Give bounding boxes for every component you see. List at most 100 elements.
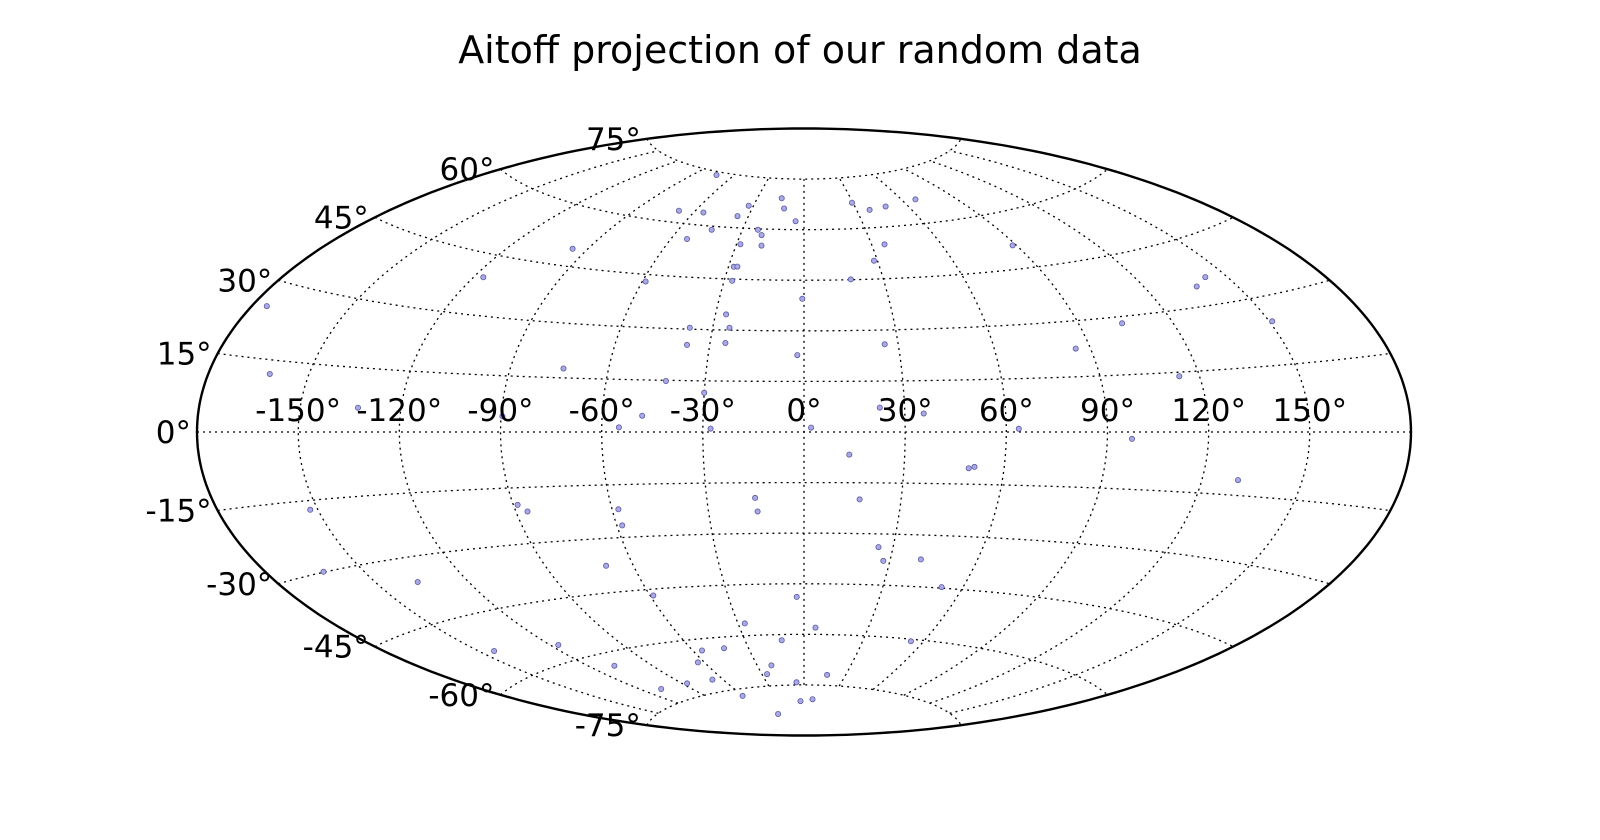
data-point <box>881 341 888 348</box>
parallel-line <box>278 532 1330 585</box>
parallel-line <box>646 684 962 726</box>
data-point <box>708 226 715 233</box>
parallel-line <box>646 138 962 180</box>
data-point <box>650 592 657 599</box>
data-point <box>793 679 800 686</box>
lon-tick-label: -150° <box>255 393 341 429</box>
data-point <box>907 638 914 645</box>
data-point <box>686 324 693 331</box>
data-point <box>555 642 562 649</box>
lon-tick-label: 120° <box>1171 393 1246 429</box>
data-point <box>768 662 775 669</box>
lat-tick-label: 60° <box>440 152 495 188</box>
scatter-points <box>263 171 1276 718</box>
data-point <box>917 556 924 563</box>
data-point <box>793 593 800 600</box>
data-point <box>524 508 531 515</box>
data-point <box>726 324 733 331</box>
data-point <box>307 506 314 513</box>
graticule <box>197 138 1411 726</box>
data-point <box>734 213 741 220</box>
data-point <box>560 365 567 372</box>
data-point <box>658 686 665 693</box>
lon-tick-label: 30° <box>878 393 933 429</box>
parallel-line <box>374 583 1234 648</box>
data-point <box>491 648 498 655</box>
data-point <box>1269 318 1276 325</box>
data-point <box>480 274 487 281</box>
data-point <box>764 671 771 678</box>
data-point <box>721 645 728 652</box>
data-point <box>758 232 765 239</box>
data-point <box>694 659 701 666</box>
meridian-line <box>903 168 1109 696</box>
data-point <box>684 680 691 687</box>
data-point <box>912 196 919 203</box>
data-point <box>775 711 782 718</box>
data-point <box>266 370 273 377</box>
parallel-line <box>374 216 1234 281</box>
data-point <box>938 584 945 591</box>
data-point <box>880 557 887 564</box>
meridian-line <box>929 160 1210 704</box>
data-point <box>611 662 618 669</box>
data-point <box>1119 320 1126 327</box>
data-point <box>847 276 854 283</box>
data-point <box>799 295 806 302</box>
data-point <box>709 676 716 683</box>
lon-tick-label: -90° <box>467 393 533 429</box>
data-point <box>781 205 788 212</box>
data-point <box>866 206 873 213</box>
data-point <box>876 404 883 411</box>
meridian-line <box>949 150 1311 714</box>
data-point <box>499 413 506 420</box>
data-point <box>569 245 576 252</box>
data-point <box>754 508 761 515</box>
meridian-line <box>872 173 1007 691</box>
lat-tick-label: 30° <box>217 263 272 299</box>
data-point <box>619 522 626 529</box>
data-point <box>729 277 736 284</box>
lat-tick-label: -75° <box>575 708 641 744</box>
data-point <box>971 463 978 470</box>
parallel-line <box>278 279 1330 332</box>
data-point <box>1202 274 1209 281</box>
data-point <box>615 506 622 513</box>
lon-tick-label: -120° <box>356 393 442 429</box>
data-point <box>881 241 888 248</box>
data-point <box>1129 435 1136 442</box>
data-point <box>965 465 972 472</box>
meridian-line <box>702 177 770 687</box>
data-point <box>737 241 744 248</box>
lon-tick-label: 60° <box>979 393 1034 429</box>
lat-tick-label: 15° <box>157 336 212 372</box>
data-point <box>707 425 714 432</box>
data-point <box>514 501 521 508</box>
data-point <box>639 412 646 419</box>
data-point <box>642 278 649 285</box>
data-point <box>684 341 691 348</box>
lon-tick-label: 90° <box>1080 393 1135 429</box>
data-point <box>734 263 741 270</box>
lat-tick-label: -30° <box>206 567 272 603</box>
lat-tick-label: -60° <box>428 678 494 714</box>
data-point <box>723 311 730 318</box>
data-point <box>1176 373 1183 380</box>
data-point <box>808 424 815 431</box>
data-point <box>603 562 610 569</box>
data-point <box>700 209 707 216</box>
data-point <box>1009 242 1016 249</box>
data-point <box>792 218 799 225</box>
data-point <box>778 637 785 644</box>
data-point <box>812 624 819 631</box>
meridian-line <box>601 173 736 691</box>
projection-frame <box>195 127 1413 737</box>
data-point <box>615 424 622 431</box>
lat-tick-label: -15° <box>146 494 212 530</box>
data-point <box>1235 477 1242 484</box>
data-point <box>675 207 682 214</box>
data-point <box>1015 425 1022 432</box>
data-point <box>263 303 270 310</box>
